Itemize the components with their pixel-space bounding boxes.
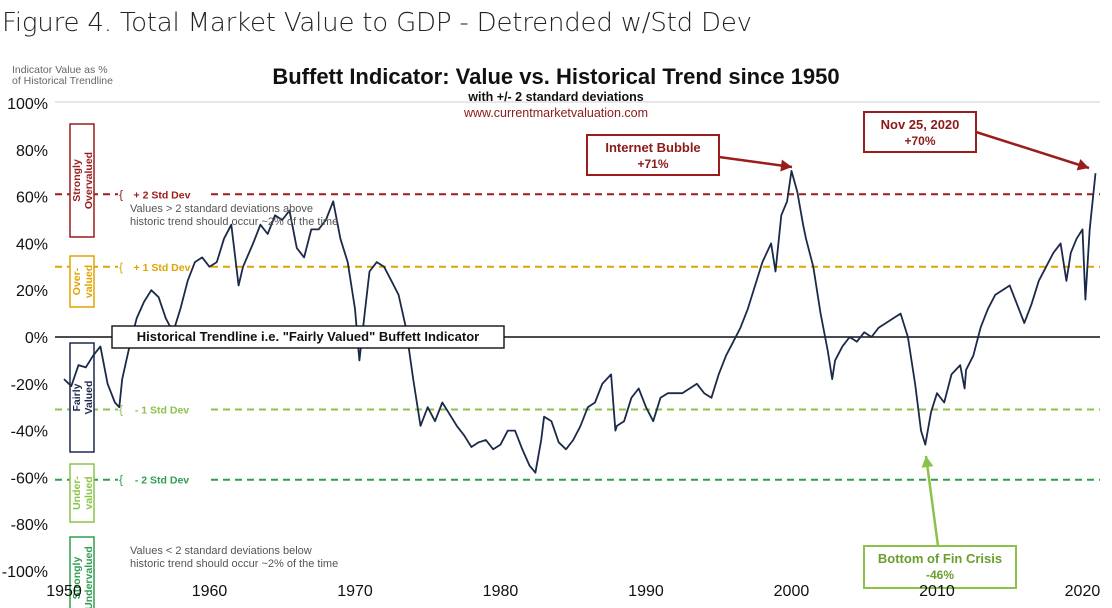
annotation-value: +70%: [904, 134, 935, 148]
zone-box: [69, 463, 95, 523]
y-tick-label: 0%: [25, 330, 48, 347]
std-dev-label: - 2 Std Dev: [135, 475, 189, 487]
zone-box: [69, 536, 95, 608]
y-axis-label: Indicator Value as % of Historical Trendl…: [12, 64, 113, 87]
annotation-value: -46%: [926, 568, 954, 582]
y-tick-label: 100%: [7, 96, 48, 113]
std-dev-label-bg: [118, 186, 206, 203]
annotation-box: [586, 134, 720, 176]
annotation-label: Bottom of Fin Crisis: [878, 551, 1002, 566]
std-dev-bracket: {: [119, 473, 123, 487]
std-dev-label: - 1 Std Dev: [135, 405, 189, 417]
annotation-box: [863, 111, 977, 153]
chart-source: www.currentmarketvaluation.com: [463, 106, 648, 120]
y-tick-label: 60%: [16, 190, 48, 207]
chart-subtitle: with +/- 2 standard deviations: [467, 90, 643, 104]
x-tick-label: 1970: [337, 583, 373, 600]
zone-box: [69, 255, 95, 308]
std-dev-label: + 1 Std Dev: [134, 262, 191, 274]
std-dev-bracket: {: [119, 187, 123, 201]
zone-label: StronglyOvervalued: [71, 152, 95, 209]
annotation-arrow: [975, 130, 1090, 170]
trendline-label: Historical Trendline i.e. "Fairly Valued…: [137, 329, 479, 344]
std-dev-bracket: {: [119, 260, 123, 274]
annotation-arrow: [924, 455, 940, 547]
y-tick-label: -40%: [11, 424, 48, 441]
zone-label: StronglyUndervalued: [71, 546, 95, 608]
annotation-label: Nov 25, 2020: [881, 117, 960, 132]
std-dev-label-bg: [118, 401, 206, 418]
note-below: historic trend should occur ~2% of the t…: [130, 558, 338, 570]
std-dev-label-bg: [118, 258, 206, 275]
std-dev-label: + 2 Std Dev: [134, 189, 191, 201]
y-tick-label: 40%: [16, 236, 48, 253]
zone-box: [69, 123, 95, 238]
annotation-arrowhead: [921, 456, 934, 468]
series-line: [63, 170, 1097, 474]
buffett-indicator-chart: Buffett Indicator: Value vs. Historical …: [0, 52, 1112, 608]
x-tick-label: 1990: [628, 583, 664, 600]
y-tick-label: -60%: [11, 470, 48, 487]
x-tick-label: 1960: [192, 583, 228, 600]
annotation-box: [863, 545, 1017, 589]
note-above: Values > 2 standard deviations above: [130, 203, 313, 215]
std-dev-bracket: {: [119, 403, 123, 417]
note-above: historic trend should occur ~2% of the t…: [130, 216, 338, 228]
trendline-label-box: [111, 325, 505, 349]
annotation-label: Internet Bubble: [605, 140, 700, 155]
y-tick-label: -80%: [11, 517, 48, 534]
x-tick-label: 2020: [1065, 583, 1101, 600]
annotation-arrowhead: [1076, 158, 1089, 171]
annotation-arrow: [718, 155, 793, 169]
zone-label: FairlyValued: [71, 381, 95, 415]
annotation-value: +71%: [637, 157, 668, 171]
chart-title: Buffett Indicator: Value vs. Historical …: [272, 64, 839, 89]
note-below: Values < 2 standard deviations below: [130, 545, 312, 557]
zone-label: Under-valued: [71, 476, 95, 510]
x-tick-label: 2000: [774, 583, 810, 600]
figure-caption: Figure 4. Total Market Value to GDP - De…: [2, 8, 752, 38]
annotation-arrowhead: [780, 159, 792, 172]
zone-label: Over-valued: [71, 265, 95, 298]
y-tick-label: -20%: [11, 377, 48, 394]
y-tick-label: -100%: [2, 564, 48, 581]
x-tick-label: 1980: [483, 583, 519, 600]
y-tick-label: 20%: [16, 283, 48, 300]
x-tick-label: 1950: [46, 583, 82, 600]
std-dev-label-bg: [118, 471, 206, 488]
x-tick-label: 2010: [919, 583, 955, 600]
y-tick-label: 80%: [16, 143, 48, 160]
